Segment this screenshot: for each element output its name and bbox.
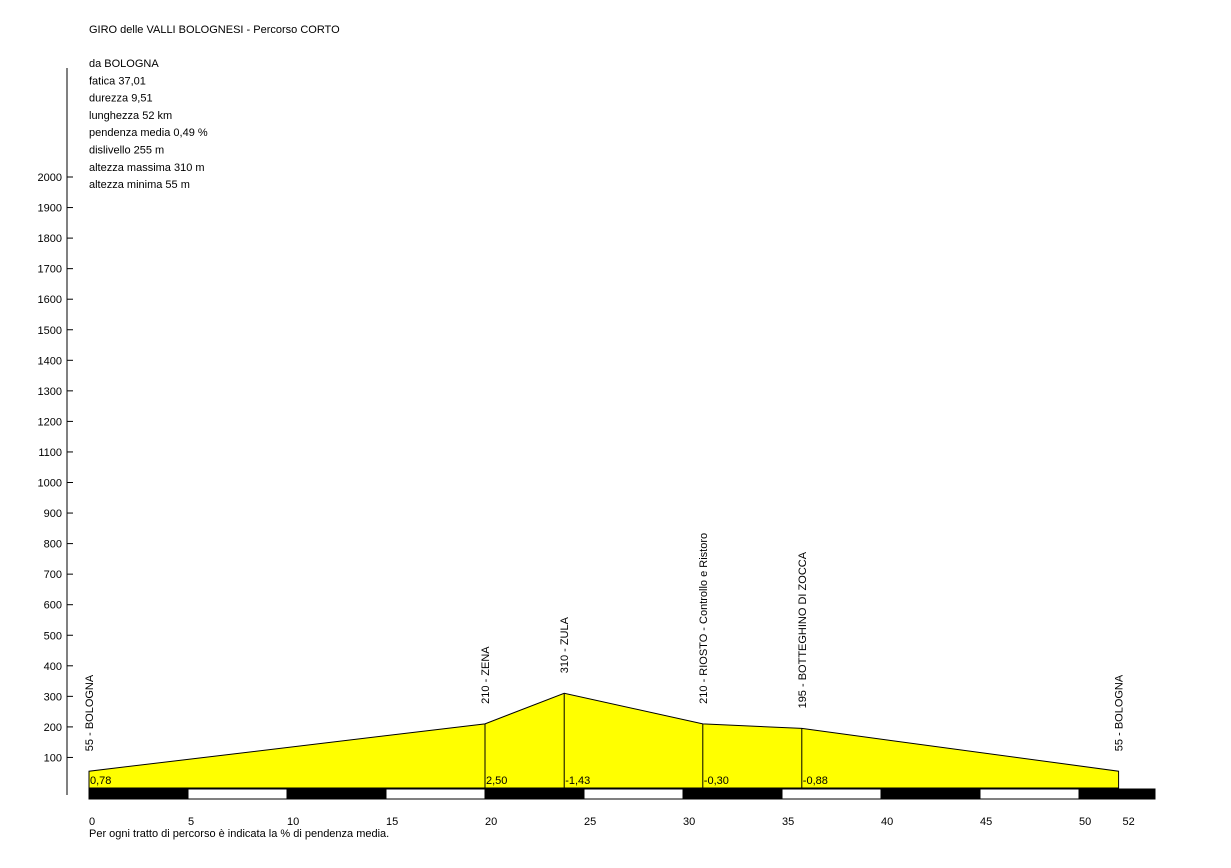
distance-block [484, 788, 585, 800]
y-tick-label: 700 [44, 569, 62, 581]
segment-gradient: -0,30 [704, 775, 729, 787]
y-axis: 100 200 300 400 500 600 700 800 900 1000 1100 1200 1… [38, 68, 73, 795]
y-tick-label: 400 [44, 661, 62, 673]
y-tick-label: 1100 [38, 447, 62, 459]
y-tick-label: 1600 [38, 294, 62, 306]
y-tick-label: 300 [44, 691, 62, 703]
distance-block [880, 788, 981, 800]
segment-gradient: 0,78 [90, 775, 111, 787]
profile-area: 55 - BOLOGNA 210 - ZENA 310 - ZULA 210 - RI… [84, 533, 1126, 789]
distance-block [781, 788, 882, 800]
x-tick-label: 10 [287, 816, 299, 828]
distance-block [682, 788, 783, 800]
distance-block [583, 788, 684, 800]
elevation-area [88, 692, 1120, 789]
x-axis: 0 5 10 15 20 25 30 35 40 45 50 52 [89, 816, 1135, 828]
waypoint-label: 210 - ZENA [480, 646, 492, 704]
y-tick-label: 800 [44, 539, 62, 551]
y-tick-label: 1900 [38, 203, 62, 215]
distance-block [1078, 788, 1156, 800]
x-tick-label: 40 [881, 816, 893, 828]
y-tick-label: 2000 [38, 172, 62, 184]
distance-block [88, 788, 189, 800]
stat-line: da BOLOGNA [89, 58, 159, 70]
x-tick-label: 52 [1123, 816, 1135, 828]
route-stats: da BOLOGNA fatica 37,01 durezza 9,51 lunghe… [89, 58, 208, 191]
y-tick-label: 1300 [38, 386, 62, 398]
waypoint-label: 55 - BOLOGNA [84, 674, 96, 751]
x-tick-label: 50 [1079, 816, 1091, 828]
x-tick-label: 0 [89, 816, 95, 828]
stat-line: fatica 37,01 [89, 75, 146, 87]
stat-line: altezza minima 55 m [89, 179, 190, 191]
distance-block [979, 788, 1080, 800]
segment-gradient: 2,50 [486, 775, 507, 787]
waypoint-label: 210 - RIOSTO - Controllo e Ristoro [698, 533, 710, 704]
distance-block [385, 788, 486, 800]
x-tick-label: 5 [188, 816, 194, 828]
y-tick-label: 1500 [38, 325, 62, 337]
waypoint-label: 310 - ZULA [559, 616, 571, 673]
chart-title: GIRO delle VALLI BOLOGNESI - Percorso CO… [89, 24, 340, 36]
footer-note: Per ogni tratto di percorso è indicata l… [89, 828, 390, 840]
y-tick-label: 1200 [38, 416, 62, 428]
stat-line: pendenza media 0,49 % [89, 127, 208, 139]
segment-gradient: -1,43 [565, 775, 590, 787]
waypoint-label: 55 - BOLOGNA [1114, 674, 1126, 751]
x-tick-label: 30 [683, 816, 695, 828]
y-tick-label: 200 [44, 722, 62, 734]
y-tick-label: 1700 [38, 264, 62, 276]
y-tick-label: 100 [44, 752, 62, 764]
y-tick-label: 1800 [38, 233, 62, 245]
waypoint-label: 195 - BOTTEGHINO DI ZOCCA [797, 551, 809, 708]
x-tick-label: 20 [485, 816, 497, 828]
y-tick-label: 900 [44, 508, 62, 520]
stat-line: dislivello 255 m [89, 145, 164, 157]
y-tick-label: 500 [44, 630, 62, 642]
y-tick-label: 1000 [38, 478, 62, 490]
distance-block [187, 788, 288, 800]
distance-bar [88, 788, 1156, 800]
stat-line: altezza massima 310 m [89, 162, 205, 174]
stat-line: durezza 9,51 [89, 93, 153, 105]
x-tick-label: 15 [386, 816, 398, 828]
y-tick-label: 1400 [38, 355, 62, 367]
x-tick-label: 25 [584, 816, 596, 828]
stat-line: lunghezza 52 km [89, 110, 172, 122]
distance-block [286, 788, 387, 800]
x-tick-label: 45 [980, 816, 992, 828]
x-tick-label: 35 [782, 816, 794, 828]
segment-gradient: -0,88 [803, 775, 828, 787]
y-tick-label: 600 [44, 600, 62, 612]
